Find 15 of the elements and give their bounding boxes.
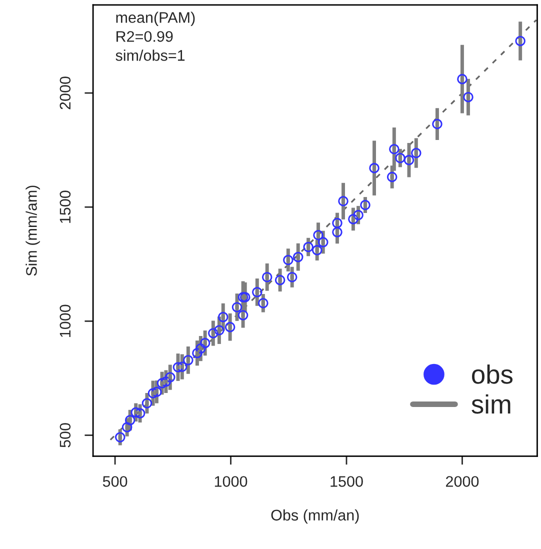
y-tick-label: 1500 (60, 190, 71, 223)
legend-label: sim (472, 394, 510, 414)
y-tick-label: 2000 (60, 76, 71, 110)
annotation: mean(PAM) (116, 12, 195, 26)
x-tick-label: 500 (102, 476, 128, 487)
y-axis-title: Sim (mm/am) (26, 186, 40, 276)
x-tick-label: 2000 (446, 476, 479, 487)
y-tick-label: 500 (60, 423, 71, 448)
x-tick-label: 1500 (330, 476, 363, 487)
x-axis-title: Obs (mm/an) (271, 509, 359, 524)
annotation: sim/obs=1 (116, 50, 185, 61)
y-tick-label: 1000 (60, 304, 71, 337)
x-tick-label: 1000 (214, 476, 248, 487)
legend-label: obs (472, 364, 513, 384)
annotation: R2=0.99 (116, 31, 173, 42)
